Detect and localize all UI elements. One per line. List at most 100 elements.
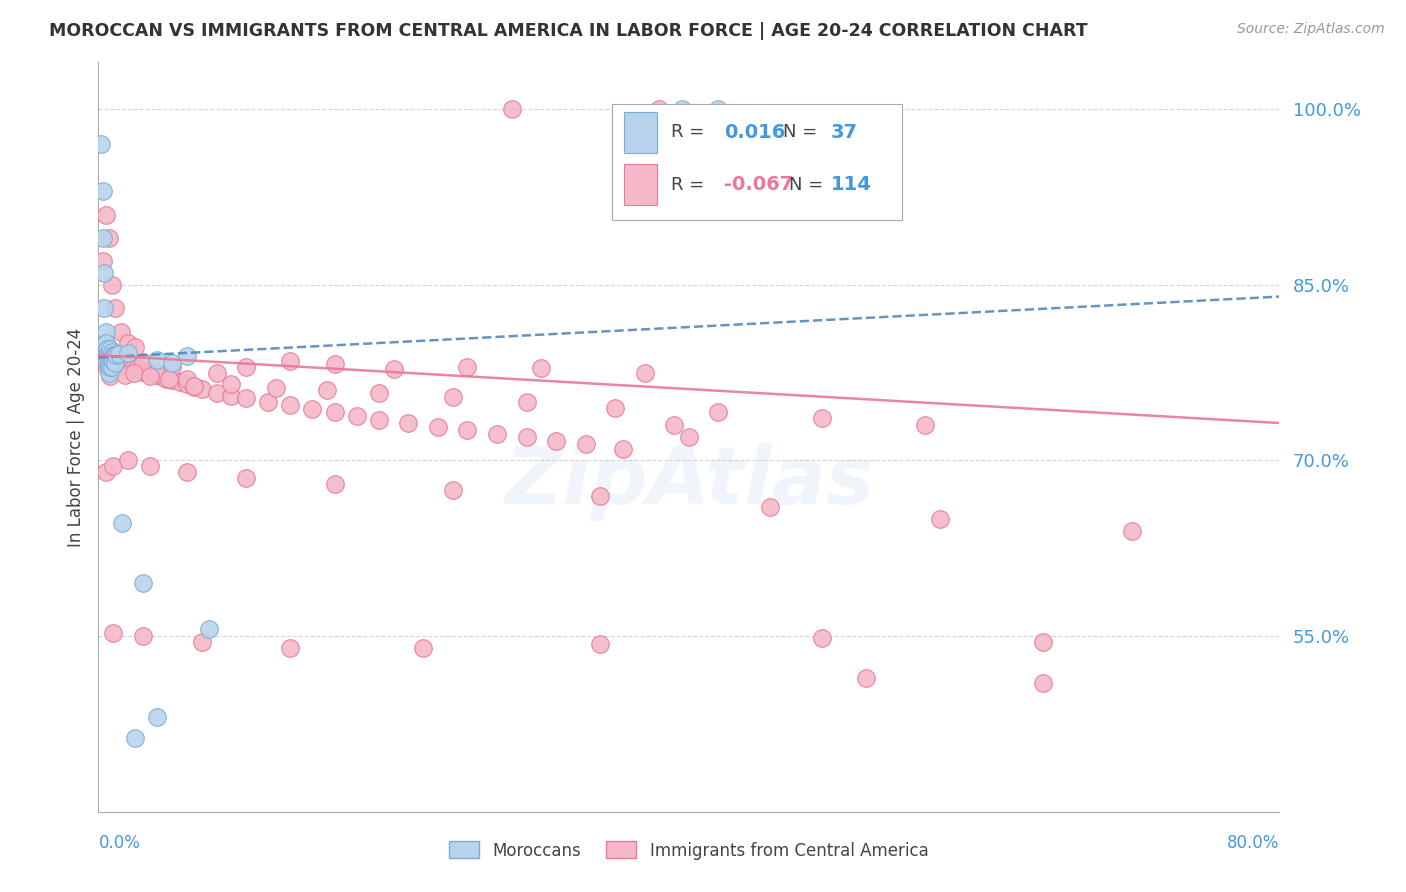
Point: [132, 629, 155, 643]
Text: R =: R =: [671, 176, 710, 194]
Point: [280, 399, 302, 413]
Point: [589, 489, 612, 503]
Point: [105, 361, 128, 376]
Point: [128, 362, 150, 376]
Point: [589, 637, 612, 651]
Point: [707, 405, 730, 419]
Point: [98, 344, 121, 359]
Point: [143, 367, 166, 381]
Point: [191, 382, 214, 396]
Point: [100, 359, 122, 374]
Point: [103, 348, 125, 362]
Point: [441, 483, 464, 497]
Point: [368, 412, 391, 426]
Point: [157, 371, 180, 385]
Point: [546, 434, 568, 448]
Point: [139, 366, 162, 380]
Point: [97, 354, 120, 368]
Point: [110, 351, 132, 365]
Point: [114, 352, 136, 367]
Point: [100, 277, 122, 292]
Point: [235, 471, 257, 485]
Point: [103, 459, 125, 474]
Point: [221, 389, 243, 403]
Point: [162, 373, 183, 387]
Point: [117, 453, 139, 467]
Point: [125, 361, 148, 376]
Point: [132, 576, 155, 591]
Text: 0.016: 0.016: [724, 122, 786, 142]
Point: [323, 358, 346, 372]
Point: [678, 430, 700, 444]
Point: [1032, 676, 1054, 690]
Point: [146, 352, 169, 367]
Point: [221, 377, 243, 392]
Point: [91, 344, 114, 359]
Y-axis label: In Labor Force | Age 20-24: In Labor Force | Age 20-24: [66, 327, 84, 547]
Point: [94, 336, 117, 351]
Point: [162, 359, 183, 374]
Point: [93, 266, 115, 280]
Text: ZipAtlas: ZipAtlas: [503, 443, 875, 521]
Point: [98, 343, 121, 357]
Point: [111, 351, 134, 365]
Point: [108, 348, 131, 362]
Point: [105, 348, 128, 362]
Point: [575, 437, 598, 451]
Point: [117, 345, 139, 359]
Point: [914, 418, 936, 433]
Point: [104, 356, 127, 370]
Point: [664, 418, 686, 433]
Point: [1032, 635, 1054, 649]
Point: [146, 710, 169, 724]
Point: [104, 348, 127, 362]
Point: [98, 359, 121, 374]
Point: [1121, 524, 1143, 538]
Point: [97, 348, 120, 362]
FancyBboxPatch shape: [624, 164, 657, 205]
Text: Source: ZipAtlas.com: Source: ZipAtlas.com: [1237, 22, 1385, 37]
Point: [671, 102, 693, 116]
Point: [810, 411, 832, 425]
Text: N =: N =: [789, 176, 830, 194]
Point: [648, 102, 671, 116]
Point: [104, 348, 127, 362]
Point: [162, 356, 183, 370]
Point: [412, 640, 434, 655]
Point: [398, 416, 420, 430]
Text: 37: 37: [831, 122, 858, 142]
Point: [235, 359, 257, 374]
Point: [94, 325, 117, 339]
Point: [94, 344, 117, 359]
Point: [124, 340, 146, 354]
Point: [235, 392, 257, 406]
Point: [103, 354, 125, 368]
Point: [139, 369, 162, 384]
Point: [346, 409, 368, 423]
Point: [104, 301, 127, 316]
Point: [176, 371, 198, 385]
Point: [612, 442, 634, 456]
Point: [146, 368, 169, 382]
Point: [100, 344, 122, 359]
Point: [98, 351, 121, 366]
Point: [97, 231, 120, 245]
FancyBboxPatch shape: [612, 103, 901, 219]
Point: [105, 348, 128, 362]
Point: [191, 635, 214, 649]
Point: [108, 347, 131, 361]
Point: [457, 359, 479, 374]
Point: [427, 419, 450, 434]
Point: [97, 359, 120, 374]
Point: [110, 325, 132, 339]
Text: -0.067: -0.067: [724, 175, 793, 194]
Point: [122, 359, 145, 374]
Point: [96, 344, 118, 359]
Point: [855, 671, 877, 685]
Point: [205, 385, 228, 400]
Point: [382, 362, 405, 376]
Point: [516, 395, 538, 409]
Point: [176, 465, 198, 479]
FancyBboxPatch shape: [624, 112, 657, 153]
Point: [132, 355, 155, 369]
